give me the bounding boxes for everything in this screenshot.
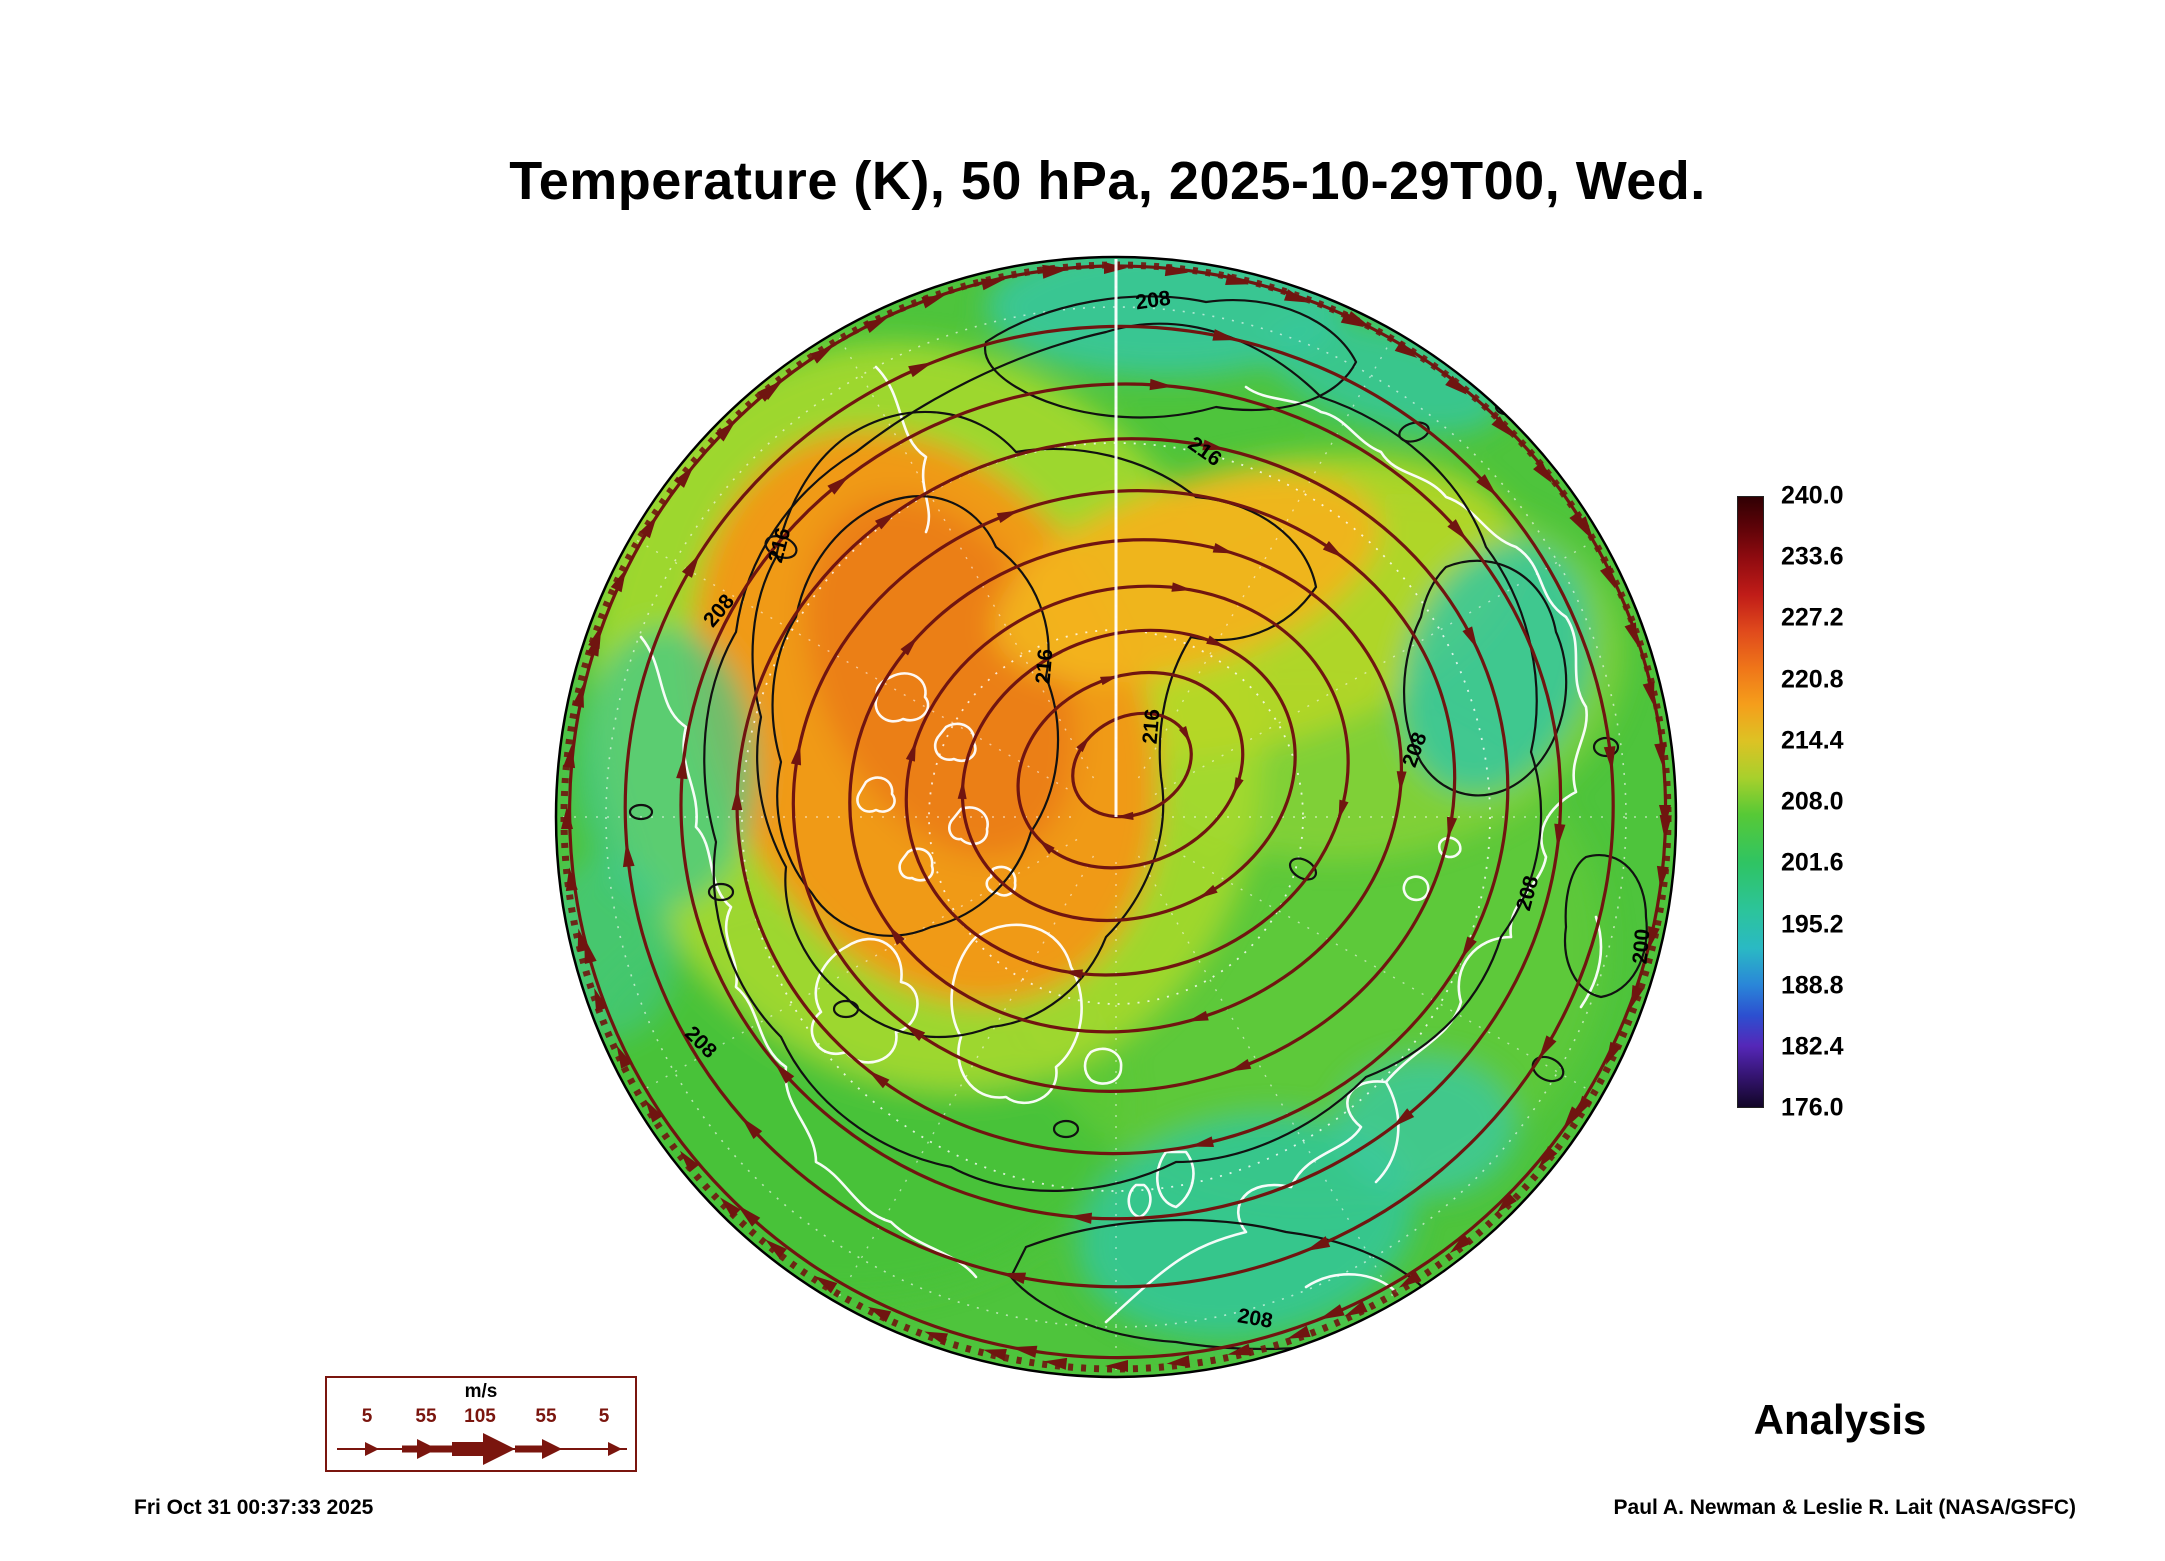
colorbar-tick: 227.2 — [1781, 603, 1844, 632]
colorbar-gradient — [1737, 496, 1764, 1108]
wind-scale-value: 55 — [535, 1406, 557, 1427]
colorbar-tick: 214.4 — [1781, 726, 1844, 755]
contour-label: 216 — [1139, 708, 1165, 745]
colorbar-tick: 201.6 — [1781, 848, 1844, 877]
analysis-label: Analysis — [1753, 1396, 1927, 1443]
contour-label: 216 — [1032, 648, 1058, 685]
contour-label: 208 — [1134, 287, 1172, 315]
colorbar-tick: 233.6 — [1781, 542, 1844, 571]
colorbar: 240.0 233.6 227.2 220.8 214.4 208.0 201.… — [1737, 482, 2037, 1122]
colorbar-tick: 220.8 — [1781, 665, 1844, 694]
wind-scale-value: 5 — [598, 1406, 610, 1427]
colorbar-tick: 188.8 — [1781, 971, 1844, 1000]
wind-scale-value: 55 — [415, 1406, 437, 1427]
colorbar-tick: 195.2 — [1781, 910, 1844, 939]
colorbar-tick: 182.4 — [1781, 1032, 1844, 1061]
wind-arrow-glyph — [337, 1433, 627, 1465]
figure-title: Temperature (K), 50 hPa, 2025-10-29T00, … — [509, 151, 1706, 211]
colorbar-tick: 176.0 — [1781, 1093, 1844, 1122]
rim-arrowheads — [561, 262, 1671, 1372]
wind-scale-value: 105 — [464, 1406, 496, 1427]
wind-unit-label: m/s — [464, 1381, 498, 1402]
wind-scale-value: 5 — [361, 1406, 373, 1427]
creation-timestamp: Fri Oct 31 00:37:33 2025 — [134, 1496, 374, 1519]
contour-label: 200 — [1629, 928, 1655, 965]
credit-line: Paul A. Newman & Leslie R. Lait (NASA/GS… — [1613, 1496, 2076, 1519]
polar-map: 208 216 216 208 216 216 208 208 200 208 … — [546, 247, 1686, 1387]
globe-outline — [554, 255, 1678, 1379]
polar-map-svg: 208 216 216 208 216 216 208 208 200 208 … — [554, 255, 1678, 1379]
colorbar-tick: 208.0 — [1781, 787, 1844, 816]
colorbar-tick: 240.0 — [1781, 481, 1844, 510]
wind-speed-legend: m/s 5 55 105 55 5 — [325, 1376, 637, 1472]
